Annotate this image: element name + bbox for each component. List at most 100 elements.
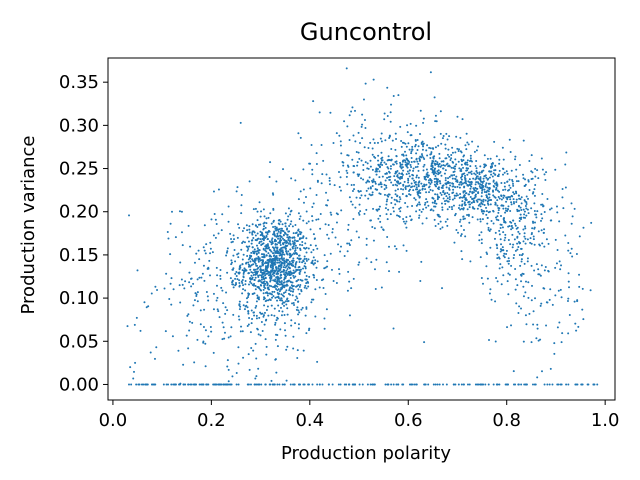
data-point: [410, 182, 413, 185]
data-point: [489, 157, 492, 160]
data-point: [346, 242, 349, 245]
data-point: [364, 194, 367, 197]
data-point: [446, 181, 449, 184]
data-point: [283, 241, 286, 244]
data-point: [254, 288, 257, 291]
data-point: [389, 111, 392, 114]
data-point: [195, 294, 198, 297]
data-point: [385, 261, 388, 264]
data-point: [399, 161, 402, 164]
data-point: [258, 383, 261, 386]
data-point: [388, 170, 390, 173]
data-point: [508, 138, 511, 141]
data-point: [415, 176, 418, 179]
data-point: [295, 295, 298, 298]
data-point: [278, 248, 281, 251]
data-point: [238, 271, 241, 274]
data-point: [463, 162, 466, 165]
data-point: [559, 268, 562, 271]
data-point: [457, 150, 460, 153]
data-point: [276, 289, 279, 292]
data-point: [474, 195, 477, 198]
data-point: [282, 234, 285, 237]
data-point: [510, 225, 513, 228]
data-point: [396, 184, 399, 187]
data-point: [530, 170, 533, 173]
data-point: [209, 326, 212, 329]
data-point: [484, 383, 487, 386]
data-point: [321, 383, 324, 386]
data-point: [153, 357, 156, 360]
data-point: [430, 162, 433, 165]
data-point: [260, 231, 263, 234]
data-point: [297, 323, 300, 326]
data-point: [311, 168, 314, 171]
data-point: [386, 166, 389, 169]
data-point: [230, 326, 233, 329]
data-point: [426, 171, 429, 174]
data-point: [455, 192, 458, 195]
data-point: [414, 143, 417, 146]
data-point: [347, 228, 350, 231]
data-point: [394, 203, 397, 206]
data-point: [486, 253, 489, 256]
data-point: [202, 326, 205, 328]
data-point: [441, 287, 444, 290]
data-point: [404, 202, 407, 204]
data-point: [210, 218, 213, 221]
data-point: [293, 236, 296, 239]
data-point: [373, 383, 376, 386]
data-point: [291, 261, 294, 264]
data-point: [228, 383, 231, 386]
data-point: [478, 234, 481, 237]
data-point: [256, 286, 259, 289]
data-point: [523, 213, 526, 216]
data-point: [285, 242, 288, 245]
data-point: [252, 274, 255, 277]
data-point: [519, 198, 522, 201]
data-point: [283, 284, 286, 287]
data-point: [480, 187, 483, 190]
data-point: [294, 247, 297, 250]
data-point: [472, 191, 475, 194]
data-point: [438, 383, 441, 386]
data-point: [249, 268, 252, 271]
data-point: [251, 259, 254, 262]
data-point: [430, 165, 433, 168]
data-point: [539, 338, 542, 341]
data-point: [518, 164, 521, 167]
data-point: [554, 238, 557, 241]
data-point: [385, 184, 388, 187]
data-point: [254, 207, 257, 210]
data-point: [507, 225, 510, 228]
data-point: [351, 106, 354, 109]
data-point: [478, 239, 481, 242]
data-point: [247, 323, 250, 326]
data-point: [248, 228, 251, 231]
data-point: [221, 338, 224, 341]
data-point: [311, 215, 314, 218]
data-point: [396, 170, 399, 173]
data-point: [518, 209, 521, 212]
data-point: [245, 297, 248, 300]
data-point: [269, 276, 272, 279]
data-point: [553, 342, 556, 345]
data-point: [241, 258, 244, 261]
data-point: [520, 209, 523, 212]
data-point: [290, 287, 293, 290]
data-point: [283, 246, 286, 249]
data-point: [525, 214, 528, 217]
data-point: [210, 330, 213, 333]
data-point: [243, 227, 246, 230]
data-point: [362, 169, 365, 172]
data-point: [487, 182, 490, 185]
data-point: [509, 210, 512, 212]
data-point: [459, 136, 462, 139]
data-point: [470, 201, 473, 204]
data-point: [260, 281, 263, 284]
data-point: [270, 250, 273, 253]
data-point: [190, 383, 193, 386]
data-point: [524, 237, 527, 240]
data-point: [298, 292, 301, 295]
data-point: [280, 314, 283, 317]
